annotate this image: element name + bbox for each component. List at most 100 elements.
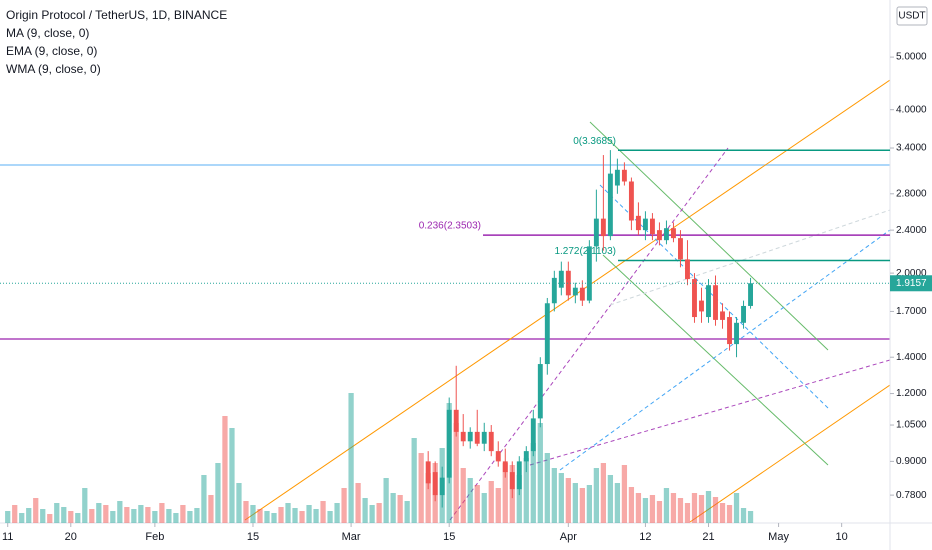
volume-bar bbox=[131, 509, 137, 523]
fib-level-label: 0.236(2.3503) bbox=[419, 221, 481, 232]
volume-bar bbox=[320, 501, 326, 523]
candle-body bbox=[642, 218, 648, 231]
volume-bar bbox=[47, 514, 53, 523]
volume-bar bbox=[474, 485, 480, 523]
volume-bar bbox=[607, 475, 614, 523]
candle-body bbox=[741, 305, 746, 323]
candle-body bbox=[678, 238, 683, 260]
volume-bar bbox=[243, 501, 249, 523]
volume-bar bbox=[383, 478, 389, 523]
volume-bar bbox=[593, 468, 599, 523]
volume-bar bbox=[229, 428, 235, 523]
x-tick-label: Apr bbox=[560, 531, 577, 543]
volume-bar bbox=[166, 509, 172, 523]
volume-bar bbox=[516, 475, 522, 523]
volume-bar bbox=[5, 511, 11, 523]
candle-body bbox=[572, 287, 578, 296]
volume-bar bbox=[40, 509, 46, 523]
volume-bar bbox=[327, 511, 333, 523]
candle-body bbox=[446, 409, 452, 478]
x-tick-label: 12 bbox=[639, 531, 651, 543]
volume-bar bbox=[691, 493, 698, 523]
volume-bar bbox=[467, 478, 473, 523]
volume-bar bbox=[453, 423, 459, 523]
volume-bar bbox=[236, 483, 242, 523]
volume-bar bbox=[306, 505, 312, 523]
volume-bar bbox=[222, 416, 228, 523]
candle-body bbox=[495, 451, 501, 462]
x-tick-label: 10 bbox=[836, 531, 848, 543]
volume-bar bbox=[544, 453, 550, 523]
volume-bar bbox=[642, 498, 649, 523]
drawings bbox=[0, 79, 891, 523]
candle-body bbox=[692, 279, 697, 318]
x-tick-label: Feb bbox=[145, 531, 164, 543]
volume-bar bbox=[271, 513, 277, 523]
volume-bar bbox=[586, 485, 592, 523]
volume-bar bbox=[397, 495, 403, 523]
trend-line bbox=[589, 121, 829, 351]
volume-bar bbox=[740, 508, 747, 523]
candle-body bbox=[439, 477, 445, 496]
y-tick-label: 1.4000 bbox=[896, 352, 927, 363]
volume-bar bbox=[390, 493, 396, 523]
candle-body bbox=[579, 287, 585, 301]
volume-bar bbox=[96, 503, 102, 523]
candle-body bbox=[551, 277, 557, 304]
volume-bar bbox=[698, 495, 705, 523]
trend-line bbox=[602, 254, 829, 466]
trend-line bbox=[609, 209, 891, 306]
candle-body bbox=[685, 259, 690, 280]
currency-label[interactable]: USDT bbox=[898, 11, 925, 22]
volume-bar bbox=[250, 505, 256, 523]
volume-bar bbox=[355, 483, 361, 523]
volume-bar bbox=[152, 511, 158, 523]
volume-bar bbox=[677, 498, 684, 523]
volume-bar bbox=[747, 511, 754, 523]
candle-body bbox=[544, 303, 550, 365]
candle-body bbox=[649, 218, 655, 235]
y-tick-label: 5.0000 bbox=[896, 52, 927, 63]
volume-bar bbox=[649, 495, 656, 523]
volume-bar bbox=[565, 478, 571, 523]
candle-body bbox=[621, 169, 627, 182]
candle-body bbox=[720, 311, 725, 320]
candle-body bbox=[614, 169, 620, 186]
volume-bar bbox=[12, 505, 18, 523]
trend-line bbox=[689, 384, 891, 523]
volume-bar bbox=[89, 509, 95, 523]
candle-body bbox=[516, 461, 522, 490]
candle-body bbox=[586, 246, 592, 301]
candle-body bbox=[453, 409, 459, 432]
currency-box[interactable] bbox=[896, 6, 928, 26]
volume-bar bbox=[278, 507, 284, 523]
trend-line bbox=[559, 229, 891, 471]
volume-bar bbox=[264, 511, 270, 523]
trend-line bbox=[449, 147, 729, 521]
volume-bar bbox=[180, 505, 186, 523]
candle-body bbox=[523, 451, 529, 462]
candle-body bbox=[481, 431, 487, 444]
volume-bar bbox=[712, 497, 719, 523]
x-tick-label: 15 bbox=[443, 531, 455, 543]
volume-bar bbox=[733, 493, 740, 523]
x-tick-label: 15 bbox=[247, 531, 259, 543]
y-tick-label: 1.0500 bbox=[896, 420, 927, 431]
fib-level-label: 1.272(2.1103) bbox=[554, 246, 616, 257]
volume-bar bbox=[341, 488, 347, 523]
volume-bar bbox=[187, 511, 193, 523]
y-tick-label: 0.7800 bbox=[896, 490, 927, 501]
volume-bar bbox=[299, 511, 305, 523]
volume-bar bbox=[54, 503, 60, 523]
volume-bar bbox=[292, 508, 298, 523]
candle-body bbox=[628, 181, 634, 221]
candle-body bbox=[467, 431, 473, 442]
volume-bar bbox=[705, 491, 712, 523]
candle-body bbox=[706, 285, 711, 318]
y-tick-label: 3.4000 bbox=[896, 143, 927, 154]
volume-bar bbox=[684, 503, 691, 523]
volume-bar bbox=[334, 503, 340, 523]
volume-bar bbox=[369, 505, 375, 523]
volume-bar bbox=[635, 493, 642, 523]
